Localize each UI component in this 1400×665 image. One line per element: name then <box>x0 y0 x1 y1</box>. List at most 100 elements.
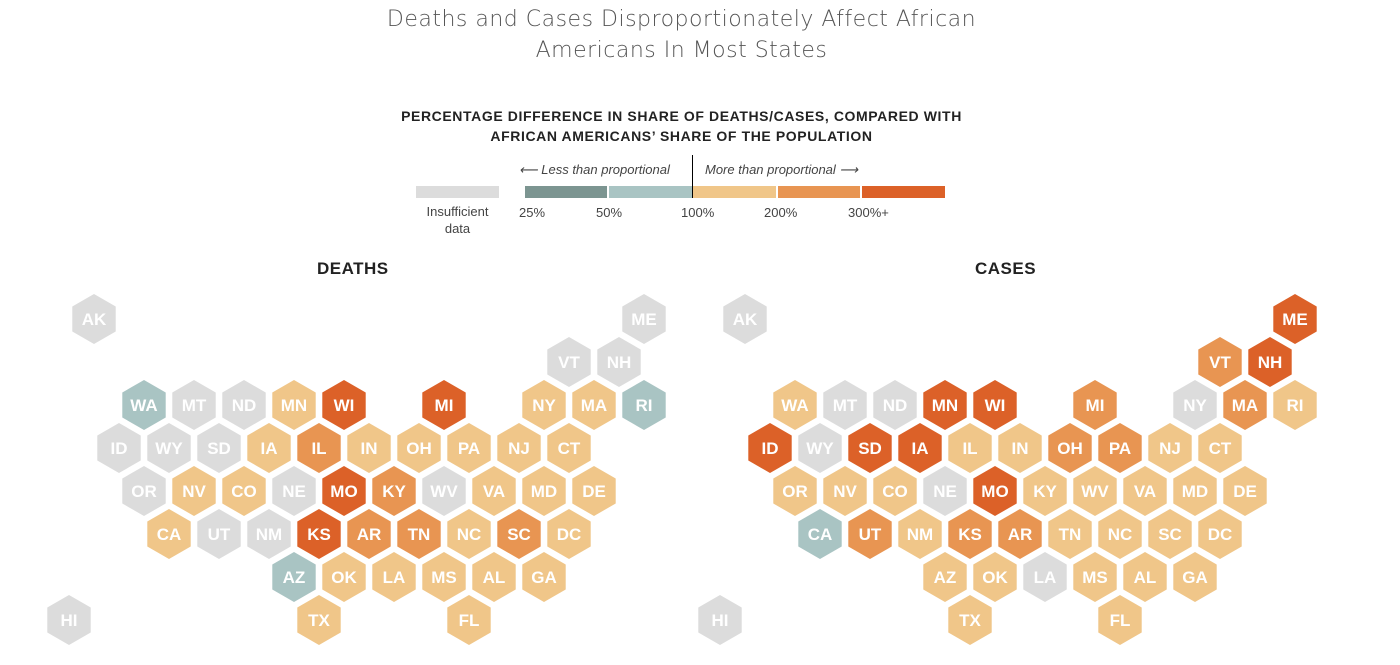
state-tile-pa: PA <box>1098 423 1142 473</box>
state-hex <box>973 380 1017 430</box>
state-hex <box>1073 466 1117 516</box>
state-hex <box>1073 552 1117 602</box>
state-tile-co: CO <box>222 466 266 516</box>
state-hex <box>1098 595 1142 645</box>
state-hex <box>1098 509 1142 559</box>
legend-swatch-50to100 <box>609 186 692 198</box>
state-label: LA <box>1034 568 1057 587</box>
state-hex <box>998 423 1042 473</box>
legend-tick-label: 300%+ <box>848 205 889 220</box>
state-label: LA <box>383 568 406 587</box>
legend-less-label: ⟵ Less than proportional <box>519 162 670 177</box>
state-tile-ks: KS <box>297 509 341 559</box>
state-label: WV <box>1081 482 1109 501</box>
state-tile-wy: WY <box>147 423 191 473</box>
state-label: CA <box>157 525 182 544</box>
state-hex <box>547 509 591 559</box>
chart-subtitle-line: AFRICAN AMERICANS’ SHARE OF THE POPULATI… <box>490 128 873 144</box>
state-hex <box>472 552 516 602</box>
state-hex <box>698 595 742 645</box>
state-tile-al: AL <box>472 552 516 602</box>
state-hex <box>147 423 191 473</box>
state-label: IN <box>1012 439 1029 458</box>
state-hex <box>923 380 967 430</box>
state-label: NV <box>182 482 206 501</box>
legend-swatch-lt50 <box>525 186 607 198</box>
state-hex <box>247 423 291 473</box>
state-hex <box>497 423 541 473</box>
state-label: MA <box>581 396 607 415</box>
state-label: NH <box>1258 353 1283 372</box>
state-tile-ky: KY <box>372 466 416 516</box>
state-hex <box>572 380 616 430</box>
state-hex <box>998 509 1042 559</box>
state-tile-ar: AR <box>998 509 1042 559</box>
state-hex <box>1098 423 1142 473</box>
state-hex <box>172 380 216 430</box>
state-hex <box>222 466 266 516</box>
state-label: NM <box>256 525 282 544</box>
state-tile-fl: FL <box>1098 595 1142 645</box>
state-tile-nv: NV <box>823 466 867 516</box>
state-hex <box>948 423 992 473</box>
state-hex <box>1173 380 1217 430</box>
state-hex <box>547 423 591 473</box>
state-hex <box>472 466 516 516</box>
state-hex <box>447 595 491 645</box>
state-label: IL <box>962 439 977 458</box>
state-tile-de: DE <box>572 466 616 516</box>
chart-title: Deaths and Cases Disproportionately Affe… <box>0 4 1363 66</box>
state-label: AL <box>1134 568 1157 587</box>
state-label: UT <box>859 525 882 544</box>
state-hex <box>1173 466 1217 516</box>
state-label: HI <box>61 611 78 630</box>
legend-insufficient-label: Insufficient data <box>405 203 510 237</box>
state-label: VA <box>483 482 505 501</box>
state-hex <box>1073 380 1117 430</box>
state-label: OK <box>982 568 1008 587</box>
state-hex <box>347 423 391 473</box>
cases-map-title: CASES <box>975 259 1037 278</box>
state-label: CT <box>558 439 581 458</box>
state-label: CT <box>1209 439 1232 458</box>
state-tile-in: IN <box>998 423 1042 473</box>
state-label: MN <box>932 396 958 415</box>
state-hex <box>1123 552 1167 602</box>
state-hex <box>197 423 241 473</box>
state-label: OR <box>131 482 157 501</box>
state-label: SC <box>507 525 531 544</box>
state-label: MD <box>1182 482 1208 501</box>
state-label: CA <box>808 525 833 544</box>
state-tile-ne: NE <box>923 466 967 516</box>
state-label: AZ <box>283 568 306 587</box>
state-tile-ma: MA <box>1223 380 1267 430</box>
state-hex <box>1048 423 1092 473</box>
state-hex <box>272 380 316 430</box>
state-hex <box>272 552 316 602</box>
state-tile-ak: AK <box>723 294 767 344</box>
state-tile-wy: WY <box>798 423 842 473</box>
state-tile-ks: KS <box>948 509 992 559</box>
state-label: NY <box>1183 396 1207 415</box>
state-tile-wa: WA <box>773 380 817 430</box>
state-hex <box>798 423 842 473</box>
state-hex <box>622 380 666 430</box>
state-tile-la: LA <box>372 552 416 602</box>
state-hex <box>572 466 616 516</box>
state-label: KS <box>307 525 331 544</box>
state-tile-pa: PA <box>447 423 491 473</box>
state-tile-nj: NJ <box>497 423 541 473</box>
state-label: IL <box>311 439 326 458</box>
state-label: IN <box>361 439 378 458</box>
state-label: MI <box>435 396 454 415</box>
state-tile-in: IN <box>347 423 391 473</box>
state-tile-or: OR <box>122 466 166 516</box>
state-hex <box>122 380 166 430</box>
state-hex <box>247 509 291 559</box>
state-hex <box>1023 552 1067 602</box>
state-tile-oh: OH <box>1048 423 1092 473</box>
state-tile-ia: IA <box>247 423 291 473</box>
state-tile-ut: UT <box>848 509 892 559</box>
state-hex <box>447 423 491 473</box>
